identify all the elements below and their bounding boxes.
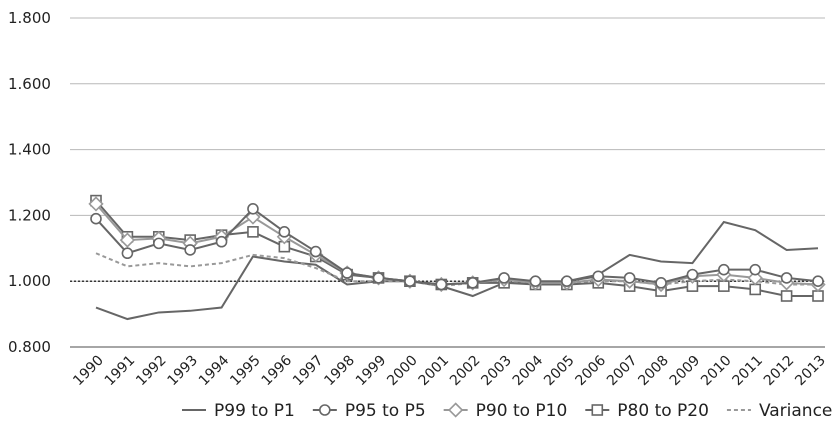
data-point [372, 272, 385, 284]
legend-label: P80 to P20 [617, 401, 709, 421]
data-point [686, 268, 699, 281]
data-point [90, 212, 102, 225]
data-point [152, 237, 165, 250]
data-point [119, 232, 136, 248]
legend-item: P80 to P20 [585, 401, 709, 421]
legend-label: P90 to P10 [476, 401, 568, 421]
x-tick-label: 2006 [573, 352, 610, 389]
series-p99-to-p1 [95, 220, 819, 321]
legend-item: P99 to P1 [182, 401, 295, 421]
x-tick-label: 2013 [792, 353, 829, 390]
data-point [623, 272, 636, 284]
data-point [245, 209, 261, 225]
data-point [435, 278, 448, 291]
y-tick-label: 1.400 [8, 141, 51, 159]
data-point [121, 247, 134, 260]
series-p80-to-p20 [90, 194, 824, 302]
x-tick-label: 1999 [353, 353, 390, 390]
data-point [718, 280, 730, 292]
series-p90-to-p10 [88, 196, 826, 293]
legend-marker [591, 404, 604, 416]
x-tick-label: 1997 [290, 353, 327, 390]
data-point [812, 275, 824, 288]
series-group [88, 194, 826, 321]
x-tick-label: 2011 [730, 353, 767, 390]
y-tick-label: 1.200 [8, 206, 51, 224]
y-tick-label: 1.600 [8, 75, 51, 93]
data-point [780, 290, 793, 302]
data-point [466, 277, 479, 289]
series-line [95, 220, 819, 321]
data-point [309, 245, 322, 258]
data-point [247, 226, 259, 238]
data-point [341, 267, 353, 279]
x-tick-label: 2009 [667, 353, 704, 390]
x-tick-label: 1998 [321, 353, 358, 390]
data-point [88, 196, 104, 212]
x-tick-label: 1992 [133, 353, 170, 390]
data-point [561, 275, 573, 288]
data-point [749, 263, 762, 276]
legend: P99 to P1 P95 to P5 P90 to P10 P80 to P20 Va… [182, 401, 832, 421]
x-tick-label: 1990 [70, 353, 107, 390]
x-tick-label: 2012 [761, 353, 798, 390]
x-tick-label: 1994 [196, 352, 233, 389]
x-tick-label: 1993 [164, 353, 201, 390]
data-point [655, 277, 667, 289]
series-line [95, 207, 819, 286]
legend-label: Variance [759, 401, 832, 421]
y-axis: 0.800 1.000 1.200 1.400 1.600 1.800 [8, 9, 51, 356]
data-point [278, 226, 291, 238]
legend-marker [319, 404, 331, 416]
data-point [247, 203, 259, 215]
y-tick-label: 0.800 [8, 338, 51, 356]
data-point [184, 244, 196, 256]
legend-item: P90 to P10 [443, 401, 568, 421]
legend-label: P95 to P5 [345, 401, 426, 421]
x-tick-label: 2007 [604, 353, 641, 390]
data-point [404, 275, 416, 288]
data-point [215, 235, 228, 248]
x-tick-label: 1991 [102, 353, 139, 390]
x-tick-label: 1996 [259, 352, 296, 389]
legend-label: P99 to P1 [214, 401, 295, 421]
data-point [529, 275, 542, 288]
data-point [592, 270, 605, 283]
x-tick-label: 2002 [447, 353, 484, 390]
x-tick-label: 2010 [698, 353, 735, 390]
legend-marker [448, 402, 464, 418]
x-tick-label: 2004 [510, 352, 547, 389]
x-tick-label: 1995 [227, 353, 264, 390]
y-tick-label: 1.000 [8, 272, 51, 290]
x-tick-label: 2003 [478, 353, 515, 390]
x-axis: 1990199119921993199419951996199719981999… [70, 346, 829, 390]
series-p95-to-p5 [90, 203, 824, 291]
data-point [498, 272, 510, 284]
legend-item: P95 to P5 [312, 401, 426, 421]
x-tick-label: 2008 [635, 353, 672, 390]
data-point [749, 283, 762, 296]
y-tick-label: 1.800 [8, 9, 51, 27]
legend-item: Variance [726, 401, 832, 421]
x-tick-label: 2000 [384, 353, 421, 390]
x-tick-label: 2001 [416, 353, 453, 390]
data-point [812, 290, 824, 302]
data-point [780, 272, 793, 284]
data-point [718, 263, 730, 276]
x-tick-label: 2005 [541, 353, 578, 390]
data-point [747, 270, 763, 286]
